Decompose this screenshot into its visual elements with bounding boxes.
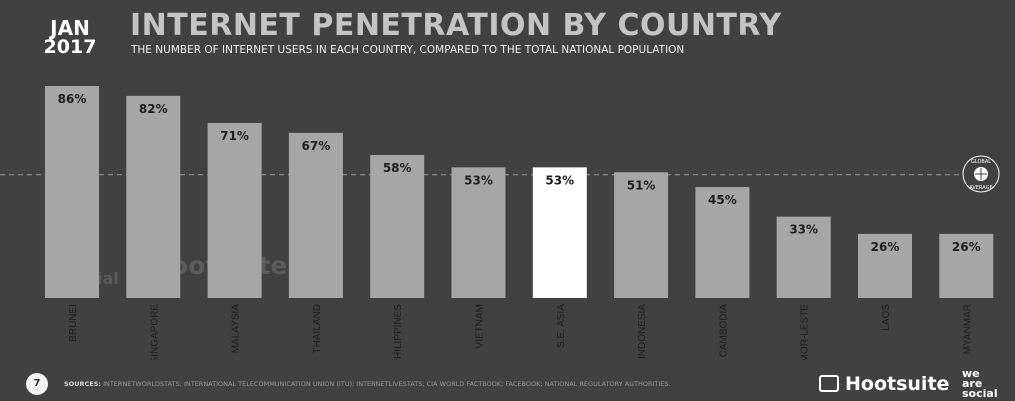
- footer: 7 SOURCES: INTERNETWORLDSTATS; INTERNATI…: [0, 363, 1015, 401]
- logo-we: we: [962, 367, 980, 380]
- value-label: 33%: [789, 223, 818, 237]
- value-label: 86%: [58, 92, 87, 106]
- bar-singapore: [126, 95, 181, 298]
- category-label: LAOS: [881, 304, 892, 331]
- bar-chart: 86% BRUNEI 82% SINGAPORE 71% MALAYSIA 67% THAIL…: [0, 86, 994, 360]
- badge-line1: GLOBAL: [971, 159, 991, 165]
- value-label: 67%: [302, 139, 331, 153]
- category-label: VIETNAM: [475, 304, 486, 348]
- value-label: 53%: [464, 173, 493, 187]
- chart-title: INTERNET PENETRATION BY COUNTRY: [130, 8, 782, 43]
- hootsuite-owl-icon: [819, 375, 839, 392]
- date-badge: JAN 2017: [30, 16, 110, 58]
- global-average-badge: GLOBAL AVERAGE: [961, 154, 1001, 194]
- value-label: 82%: [139, 102, 168, 116]
- date-month: JAN: [50, 16, 90, 40]
- bar-thailand: [288, 132, 343, 298]
- category-label: PHILIPPINES: [393, 304, 404, 360]
- category-label: BRUNEI: [68, 304, 79, 342]
- category-label: CAMBODIA: [718, 304, 729, 358]
- bar-s-e-asia: [532, 167, 587, 298]
- value-label: 71%: [220, 129, 249, 143]
- bar-laos: [858, 233, 912, 298]
- value-label: 58%: [383, 161, 412, 175]
- category-label: MYANMAR: [962, 304, 973, 354]
- badge-line2: AVERAGE: [969, 185, 992, 191]
- sources-label: SOURCES:: [64, 380, 101, 388]
- category-label: S.E. ASIA: [556, 304, 567, 348]
- hootsuite-logo: Hootsuite: [845, 373, 950, 395]
- value-label: 45%: [708, 193, 737, 207]
- bar-vietnam: [451, 167, 506, 298]
- category-label: TIMOR-LESTE: [800, 304, 811, 360]
- page-number: 7: [26, 373, 48, 395]
- globe-icon: GLOBAL AVERAGE: [962, 155, 1000, 193]
- bar-myanmar: [939, 233, 994, 298]
- bar-malaysia: [207, 122, 262, 298]
- logo-are: are: [962, 377, 983, 390]
- category-label: INDONESIA: [637, 304, 648, 359]
- value-label: 26%: [952, 240, 981, 254]
- bar-cambodia: [695, 187, 750, 298]
- category-label: SINGAPORE: [149, 304, 160, 360]
- logo-social: social: [962, 387, 998, 400]
- sources-text: SOURCES: INTERNETWORLDSTATS; INTERNATION…: [64, 380, 671, 388]
- we-are-social-logo: we are social: [962, 367, 998, 400]
- value-label: 53%: [545, 173, 574, 187]
- category-label: MALAYSIA: [231, 304, 242, 354]
- category-label: THAILAND: [312, 304, 323, 353]
- bar-brunei: [45, 86, 99, 298]
- sources-list: INTERNETWORLDSTATS; INTERNATIONAL TELECO…: [103, 380, 671, 388]
- date-year: 2017: [43, 36, 97, 58]
- bar-indonesia: [614, 172, 669, 298]
- bar-philippines: [370, 155, 425, 298]
- bar-timor-leste: [776, 216, 831, 298]
- value-label: 51%: [627, 178, 656, 192]
- chart-subtitle: THE NUMBER OF INTERNET USERS IN EACH COU…: [131, 44, 685, 56]
- value-label: 26%: [871, 240, 900, 254]
